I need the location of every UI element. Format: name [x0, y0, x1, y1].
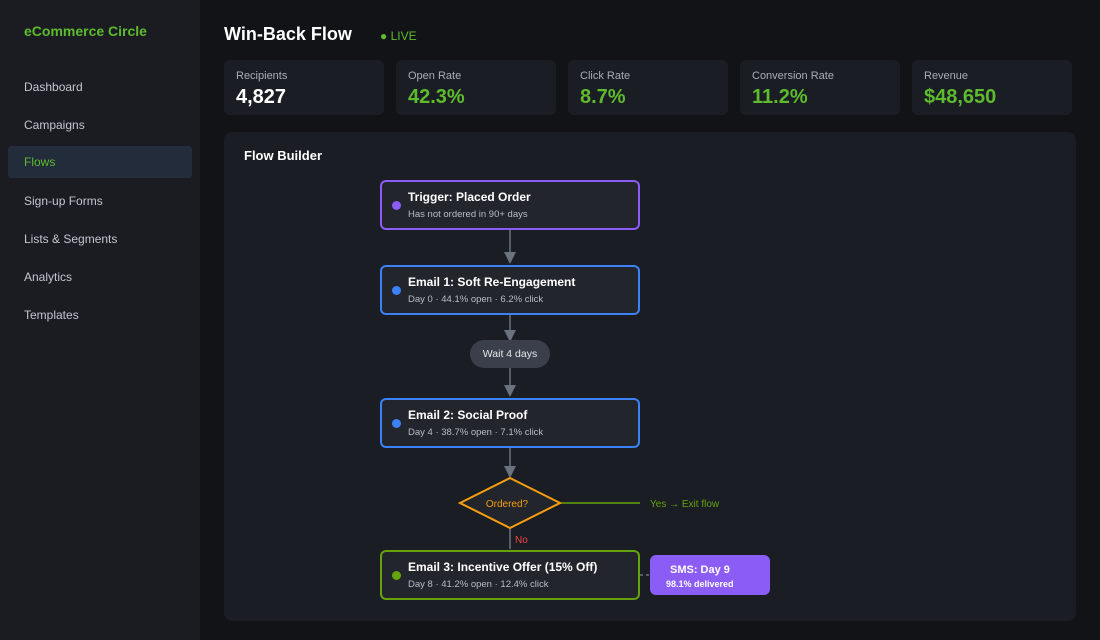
node-detail: Has not ordered in 90+ days	[408, 209, 528, 220]
stat-card: Conversion Rate 11.2%	[740, 60, 900, 115]
email-node[interactable]: Email 1: Soft Re-Engagement Day 0 · 44.1%…	[380, 265, 640, 315]
stat-label: Open Rate	[408, 70, 462, 82]
status: ● LIVE	[380, 29, 417, 43]
stat-card: Recipients 4,827	[224, 60, 384, 115]
node-detail: 98.1% delivered	[666, 579, 734, 589]
sms-node[interactable]: SMS: Day 9 98.1% delivered	[650, 555, 770, 595]
stat-value: 4,827	[236, 86, 287, 108]
wait-node[interactable]: Wait 4 days	[470, 340, 550, 368]
brand: eCommerce Circle	[24, 23, 147, 39]
stat-label: Click Rate	[580, 70, 631, 82]
nav-item[interactable]: Dashboard	[24, 80, 83, 94]
stat-value: 8.7%	[580, 86, 626, 108]
node-detail: Day 0 · 44.1% open · 6.2% click	[408, 294, 544, 305]
node-detail: Day 8 · 41.2% open · 12.4% click	[408, 579, 549, 590]
stat-value: 42.3%	[408, 86, 465, 108]
stat-card: Open Rate 42.3%	[396, 60, 556, 115]
page-title: Win-Back Flow	[224, 24, 352, 44]
yes-label: Yes → Exit flow	[650, 499, 720, 510]
flow-panel	[224, 132, 1076, 621]
nav-item[interactable]: Lists & Segments	[24, 232, 118, 246]
nav-item[interactable]: Sign-up Forms	[24, 194, 103, 208]
stat-card: Revenue $48,650	[912, 60, 1072, 115]
nav-item[interactable]: Analytics	[24, 270, 73, 284]
nav-item[interactable]: Campaigns	[24, 118, 85, 132]
stat-value: 11.2%	[752, 86, 808, 108]
node-detail: Day 4 · 38.7% open · 7.1% click	[408, 427, 544, 438]
decision	[457, 476, 563, 530]
nav-item[interactable]: Templates	[24, 308, 79, 322]
trigger-node[interactable]: Trigger: Placed Order Has not ordered in …	[380, 180, 640, 230]
stat-label: Revenue	[924, 70, 969, 82]
node-title: Email 2: Social Proof	[408, 408, 528, 422]
node-title: Trigger: Placed Order	[408, 190, 531, 204]
node-title: Email 1: Soft Re-Engagement	[408, 275, 576, 289]
nav-item[interactable]: Flows	[8, 146, 192, 178]
sidebar: eCommerce Circle Dashboard Campaigns Flo…	[0, 0, 200, 640]
decision-label: Ordered?	[486, 499, 529, 510]
stat-card: Click Rate 8.7%	[568, 60, 728, 115]
email-node[interactable]: Email 3: Incentive Offer (15% Off) Day 8 …	[380, 550, 640, 600]
stat-label: Conversion Rate	[752, 70, 834, 82]
no-label: No	[515, 535, 528, 546]
stat-label: Recipients	[236, 70, 288, 82]
node-title: Email 3: Incentive Offer (15% Off)	[408, 560, 598, 574]
stat-value: $48,650	[924, 86, 997, 108]
node-title: SMS: Day 9	[670, 564, 730, 576]
panel-title: Flow Builder	[244, 148, 322, 163]
email-node[interactable]: Email 2: Social Proof Day 4 · 38.7% open …	[380, 398, 640, 448]
